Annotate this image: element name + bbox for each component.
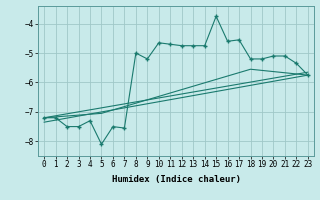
X-axis label: Humidex (Indice chaleur): Humidex (Indice chaleur) (111, 175, 241, 184)
